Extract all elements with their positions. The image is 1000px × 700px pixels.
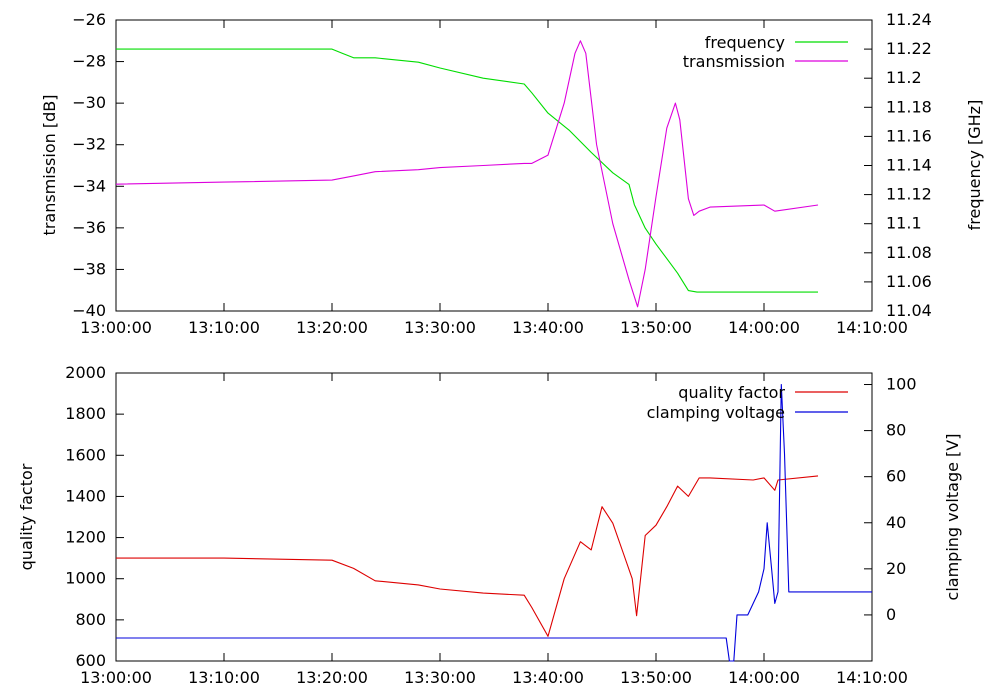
transmission-frequency-chart: 13:00:00 13:10:00 13:20:00 13:30:00 13:40:00… bbox=[40, 10, 984, 337]
y-tick-label: −40 bbox=[72, 301, 106, 320]
y2-tick-label: 11.08 bbox=[886, 243, 932, 262]
y-tick-label: −28 bbox=[72, 52, 106, 71]
y-tick-label: −38 bbox=[72, 259, 106, 278]
y-tick-label: 1400 bbox=[65, 486, 106, 505]
y2-tick-label: 0 bbox=[886, 605, 896, 624]
y2-tick-label: 11.14 bbox=[886, 156, 932, 175]
y-tick-label: −26 bbox=[72, 10, 106, 29]
series-line-frequency bbox=[116, 48, 818, 293]
x-tick-label: 13:50:00 bbox=[620, 318, 692, 337]
x-tick-label: 13:10:00 bbox=[188, 668, 260, 687]
y2-tick-label: 80 bbox=[886, 421, 906, 440]
legend: quality factor clamping voltage bbox=[647, 383, 848, 422]
x-axis-ticks: 13:00:00 13:10:00 13:20:00 13:30:00 13:40:00… bbox=[80, 20, 908, 337]
x-tick-label: 14:10:00 bbox=[836, 668, 908, 687]
y2-tick-label: 11.24 bbox=[886, 10, 932, 29]
left-y-axis-label: transmission [dB] bbox=[40, 95, 59, 236]
y2-tick-label: 100 bbox=[886, 375, 917, 394]
y-tick-label: −30 bbox=[72, 93, 106, 112]
quality-clamping-chart: 13:00:00 13:10:00 13:20:00 13:30:00 13:40:00… bbox=[17, 363, 962, 687]
series-line-clamping-voltage bbox=[116, 383, 872, 662]
x-tick-label: 13:50:00 bbox=[620, 668, 692, 687]
x-tick-label: 14:00:00 bbox=[728, 318, 800, 337]
right-y-axis-ticks: 0 20 40 60 80 100 bbox=[864, 375, 917, 624]
x-tick-label: 13:30:00 bbox=[404, 668, 476, 687]
y2-tick-label: 11.22 bbox=[886, 39, 932, 58]
y-tick-label: −36 bbox=[72, 218, 106, 237]
x-tick-label: 13:00:00 bbox=[80, 668, 152, 687]
y2-tick-label: 11.2 bbox=[886, 68, 922, 87]
y2-tick-label: 11.18 bbox=[886, 97, 932, 116]
y-tick-label: 800 bbox=[75, 610, 106, 629]
x-tick-label: 14:00:00 bbox=[728, 668, 800, 687]
x-tick-label: 13:30:00 bbox=[404, 318, 476, 337]
left-y-axis-ticks: −40 −38 −36 −34 −32 −30 −28 −26 bbox=[72, 10, 124, 320]
x-tick-label: 13:40:00 bbox=[512, 318, 584, 337]
plot-frame bbox=[115, 372, 873, 662]
y-tick-label: 600 bbox=[75, 651, 106, 670]
y2-tick-label: 11.12 bbox=[886, 185, 932, 204]
legend: frequency transmission bbox=[683, 33, 848, 71]
x-axis-ticks: 13:00:00 13:10:00 13:20:00 13:30:00 13:40:00… bbox=[80, 373, 908, 687]
y-tick-label: 2000 bbox=[65, 363, 106, 382]
x-tick-label: 13:20:00 bbox=[296, 318, 368, 337]
y2-tick-label: 20 bbox=[886, 559, 906, 578]
series-line-transmission bbox=[115, 40, 819, 308]
y2-tick-label: 11.1 bbox=[886, 214, 922, 233]
x-tick-label: 13:40:00 bbox=[512, 668, 584, 687]
x-tick-label: 13:20:00 bbox=[296, 668, 368, 687]
x-tick-label: 13:00:00 bbox=[80, 318, 152, 337]
y-tick-label: 1000 bbox=[65, 569, 106, 588]
legend-label-quality-factor: quality factor bbox=[678, 383, 785, 402]
legend-label-frequency: frequency bbox=[705, 33, 785, 52]
series-line-quality-factor bbox=[116, 475, 819, 637]
legend-label-clamping-voltage: clamping voltage bbox=[647, 403, 785, 422]
y2-tick-label: 60 bbox=[886, 467, 906, 486]
y2-tick-label: 40 bbox=[886, 513, 906, 532]
x-tick-label: 14:10:00 bbox=[836, 318, 908, 337]
legend-label-transmission: transmission bbox=[683, 52, 785, 71]
y2-tick-label: 11.16 bbox=[886, 126, 932, 145]
left-y-axis-label: quality factor bbox=[17, 463, 36, 570]
right-y-axis-label: clamping voltage [V] bbox=[943, 434, 962, 601]
y-tick-label: 1600 bbox=[65, 445, 106, 464]
right-y-axis-label: frequency [GHz] bbox=[965, 100, 984, 231]
y-tick-label: 1800 bbox=[65, 404, 106, 423]
right-y-axis-ticks: 11.04 11.06 11.08 11.1 11.12 11.14 11.16 11.18 1… bbox=[864, 10, 932, 320]
left-y-axis-ticks: 600 800 1000 1200 1400 1600 1800 2000 bbox=[65, 363, 124, 670]
y-tick-label: −32 bbox=[72, 135, 106, 154]
series-lines bbox=[115, 40, 819, 308]
x-tick-label: 13:10:00 bbox=[188, 318, 260, 337]
series-lines bbox=[116, 383, 872, 662]
y2-tick-label: 11.04 bbox=[886, 301, 932, 320]
y-tick-label: −34 bbox=[72, 176, 106, 195]
y2-tick-label: 11.06 bbox=[886, 272, 932, 291]
y-tick-label: 1200 bbox=[65, 528, 106, 547]
